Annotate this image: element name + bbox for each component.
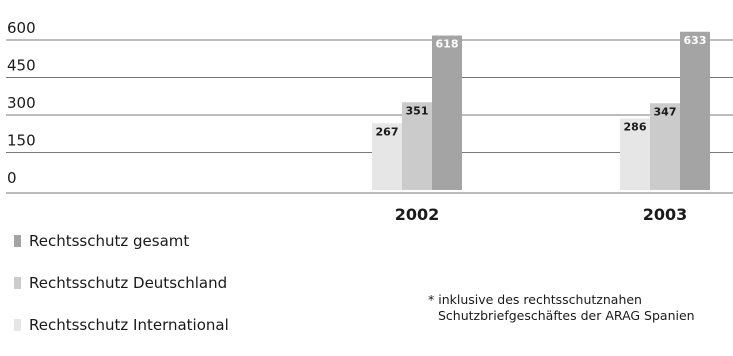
legend-label-international: Rechtsschutz International — [29, 316, 229, 334]
data-label-deutschland-2003: 347 — [654, 105, 677, 118]
bar-gesamt-2003 — [680, 31, 710, 190]
bar-deutschland-2002 — [402, 102, 432, 190]
legend-swatch-gesamt — [14, 235, 21, 247]
legend-item-international: Rechtsschutz International — [14, 314, 229, 336]
data-label-international-2003: 286 — [624, 121, 647, 134]
bar-gesamt-2002 — [432, 35, 462, 190]
footnote-line-2: Schutzbriefgeschäftes der ARAG Spanien — [438, 308, 695, 323]
bar-deutschland-2003 — [650, 103, 680, 190]
y-tick-label-150: 150 — [7, 132, 36, 150]
chart-legend: Rechtsschutz gesamt Rechtsschutz Deutsch… — [14, 230, 229, 356]
y-tick-label-300: 300 — [7, 94, 36, 112]
bar-chart: 0 150 300 450 600 267 351 618 2002 286 347 633 2003 — [6, 19, 733, 224]
legend-label-deutschland: Rechtsschutz Deutschland — [29, 274, 228, 292]
y-tick-label-0: 0 — [7, 169, 17, 187]
data-label-gesamt-2003: 633 — [684, 34, 707, 47]
legend-item-gesamt: Rechtsschutz gesamt — [14, 230, 229, 252]
x-category-label-2003: 2003 — [643, 205, 688, 224]
data-label-deutschland-2002: 351 — [406, 104, 429, 117]
footnote: * inklusive des rechtsschutznahen Schutz… — [428, 292, 695, 324]
data-label-international-2002: 267 — [376, 125, 399, 138]
y-tick-label-600: 600 — [7, 19, 36, 37]
legend-item-deutschland: Rechtsschutz Deutschland — [14, 272, 229, 294]
bar-international-2003 — [620, 118, 650, 190]
x-category-label-2002: 2002 — [395, 205, 440, 224]
data-label-gesamt-2002: 618 — [436, 38, 459, 51]
footnote-line-1: * inklusive des rechtsschutznahen — [428, 292, 642, 307]
legend-label-gesamt: Rechtsschutz gesamt — [29, 232, 190, 250]
y-tick-label-450: 450 — [7, 57, 36, 75]
legend-swatch-international — [14, 319, 21, 331]
bar-international-2002 — [372, 123, 402, 190]
legend-swatch-deutschland — [14, 277, 21, 289]
